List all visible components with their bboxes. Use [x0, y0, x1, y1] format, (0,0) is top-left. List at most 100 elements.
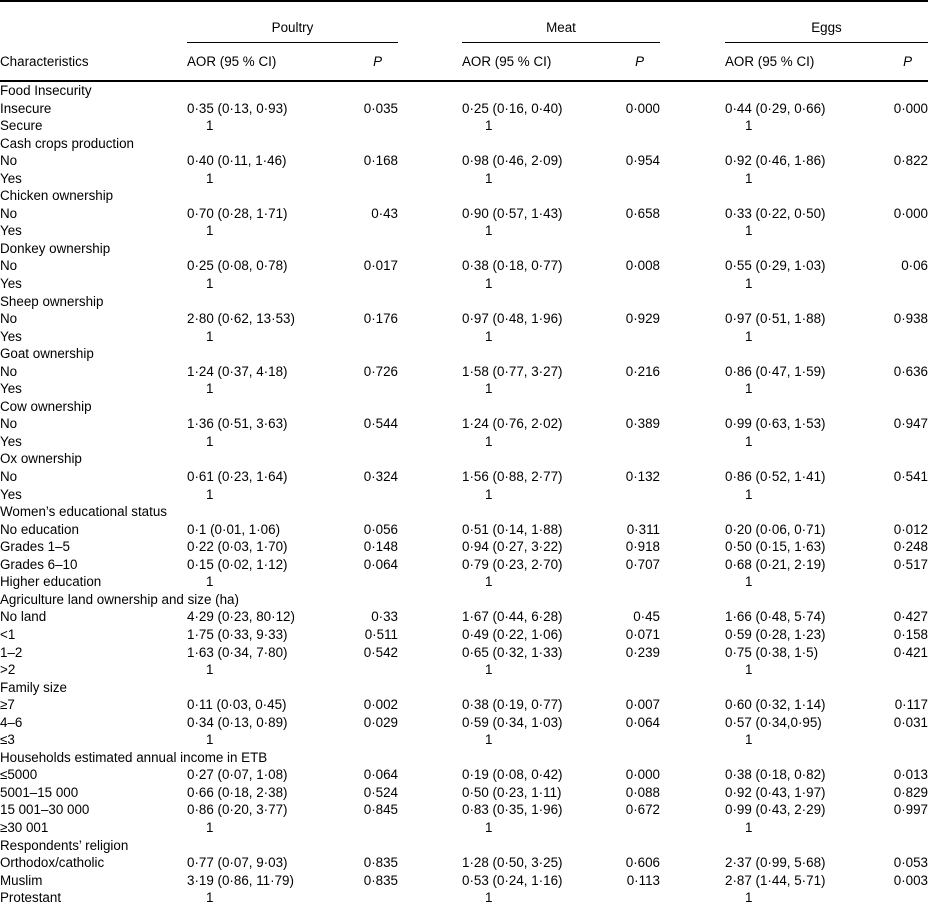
poultry-aor-value: 1	[206, 118, 214, 134]
poultry-aor-value: 0·34 (0·13, 0·89)	[187, 714, 288, 730]
table-row: ≤5000 0·27 (0·07, 1·08) 0·064 0·19 (0·08, 0…	[0, 766, 928, 784]
poultry-aor-value: 0·25 (0·08, 0·78)	[187, 258, 288, 274]
column-gap	[398, 433, 462, 451]
poultry-aor-value: 0·61 (0·23, 1·64)	[187, 469, 288, 485]
poultry-p-value: 0·002	[363, 697, 398, 713]
characteristic-label: No education	[0, 521, 79, 537]
eggs-aor-value: 1	[745, 328, 753, 344]
poultry-p-value	[330, 328, 398, 346]
table-row: Yes 1 1 1	[0, 222, 928, 240]
column-gap	[398, 117, 462, 135]
column-gap	[398, 100, 462, 118]
meat-aor-value: 1·24 (0·76, 2·02)	[462, 416, 563, 432]
poultry-aor-header: AOR (95 % CI)	[187, 42, 330, 82]
header-blank-cell	[0, 1, 187, 43]
column-gap	[660, 205, 725, 223]
meat-aor-value: 0·19 (0·08, 0·42)	[462, 767, 563, 783]
column-gap	[660, 170, 725, 188]
category-label: Cow ownership	[0, 398, 92, 414]
eggs-aor-value: 0·50 (0·15, 1·63)	[725, 539, 826, 555]
eggs-aor-value: 0·92 (0·46, 1·86)	[725, 153, 826, 169]
poultry-p-value: 0·176	[363, 311, 398, 327]
table-row: No 0·70 (0·28, 1·71) 0·43 0·90 (0·57, 1·43)…	[0, 205, 928, 223]
column-gap	[398, 538, 462, 556]
eggs-p-value: 0·000	[893, 100, 928, 116]
meat-p-value	[593, 222, 660, 240]
eggs-p-value: 0·117	[894, 697, 928, 713]
column-gap	[398, 714, 462, 732]
poultry-aor-value: 1·36 (0·51, 3·63)	[187, 416, 288, 432]
column-gap	[398, 696, 462, 714]
sub-header-row: Characteristics AOR (95 % CI) P AOR (95 …	[0, 42, 928, 82]
poultry-aor-value: 1	[206, 732, 214, 748]
column-gap	[660, 644, 725, 662]
meat-p-value: 0·216	[625, 363, 660, 379]
column-gap	[660, 889, 725, 906]
table-row: <1 1·75 (0·33, 9·33) 0·511 0·49 (0·22, 1·06…	[0, 626, 928, 644]
group-header-meat: Meat	[462, 1, 660, 43]
meat-aor-value: 1	[485, 276, 493, 292]
column-gap	[398, 222, 462, 240]
poultry-p-value: 0·511	[364, 626, 398, 642]
poultry-p-value: 0·524	[363, 784, 398, 800]
column-gap	[660, 222, 725, 240]
column-gap	[398, 152, 462, 170]
table-row: No land 4·29 (0·23, 80·12) 0·33 1·67 (0·44,…	[0, 608, 928, 626]
characteristic-label: ≥30 001	[0, 819, 49, 835]
poultry-p-value	[330, 661, 398, 679]
category-label: Cash crops production	[0, 135, 134, 151]
meat-aor-value: 0·38 (0·19, 0·77)	[462, 697, 563, 713]
eggs-p-value: 0·829	[893, 784, 928, 800]
poultry-p-value	[330, 731, 398, 749]
meat-p-value	[593, 731, 660, 749]
poultry-aor-value: 0·35 (0·13, 0·93)	[187, 100, 288, 116]
eggs-aor-value: 1	[745, 890, 753, 906]
meat-p-value: 0·954	[625, 153, 660, 169]
column-gap	[660, 696, 725, 714]
characteristic-label: 1–2	[0, 644, 23, 660]
meat-aor-value: 1	[485, 574, 493, 590]
characteristic-label: 15 001–30 000	[0, 802, 90, 818]
poultry-aor-value: 1	[206, 170, 214, 186]
eggs-p-value	[860, 117, 928, 135]
poultry-aor-value: 1·75 (0·33, 9·33)	[187, 626, 288, 642]
category-label: Agriculture land ownership and size (ha)	[0, 591, 239, 607]
eggs-aor-value: 2·37 (0·99, 5·68)	[725, 855, 826, 871]
poultry-aor-value: 1	[206, 276, 214, 292]
poultry-p-value: 0·845	[363, 802, 398, 818]
characteristic-label: Yes	[0, 486, 22, 502]
category-row: Ox ownership	[0, 450, 928, 468]
eggs-p-value	[860, 328, 928, 346]
eggs-p-value	[860, 275, 928, 293]
column-gap	[660, 486, 725, 504]
poultry-p-value	[330, 380, 398, 398]
eggs-aor-value: 0·86 (0·52, 1·41)	[725, 469, 826, 485]
column-gap	[398, 363, 462, 381]
table-row: Insecure 0·35 (0·13, 0·93) 0·035 0·25 (0·16…	[0, 100, 928, 118]
eggs-p-value	[860, 380, 928, 398]
characteristic-label: No	[0, 469, 18, 485]
poultry-p-value	[330, 275, 398, 293]
eggs-p-value	[860, 433, 928, 451]
column-gap	[398, 42, 462, 82]
column-gap	[660, 819, 725, 837]
meat-aor-value: 0·79 (0·23, 2·70)	[462, 556, 563, 572]
eggs-p-value: 0·012	[893, 521, 928, 537]
column-gap	[660, 521, 725, 539]
meat-aor-value: 1	[485, 732, 493, 748]
eggs-aor-value: 1·66 (0·48, 5·74)	[725, 609, 826, 625]
category-label: Family size	[0, 679, 67, 695]
meat-aor-value: 0·38 (0·18, 0·77)	[462, 258, 563, 274]
poultry-aor-value: 1·63 (0·34, 7·80)	[187, 644, 288, 660]
eggs-p-value: 0·421	[893, 644, 928, 660]
meat-p-value: 0·008	[625, 258, 660, 274]
column-gap	[398, 468, 462, 486]
poultry-p-value: 0·835	[363, 855, 398, 871]
meat-aor-value: 1	[485, 486, 493, 502]
poultry-p-value: 0·056	[363, 521, 398, 537]
column-gap	[660, 784, 725, 802]
characteristic-label: Grades 6–10	[0, 556, 78, 572]
category-row: Food Insecurity	[0, 81, 928, 100]
column-gap	[398, 257, 462, 275]
table-body: Food Insecurity Insecure 0·35 (0·13, 0·93)…	[0, 81, 928, 906]
